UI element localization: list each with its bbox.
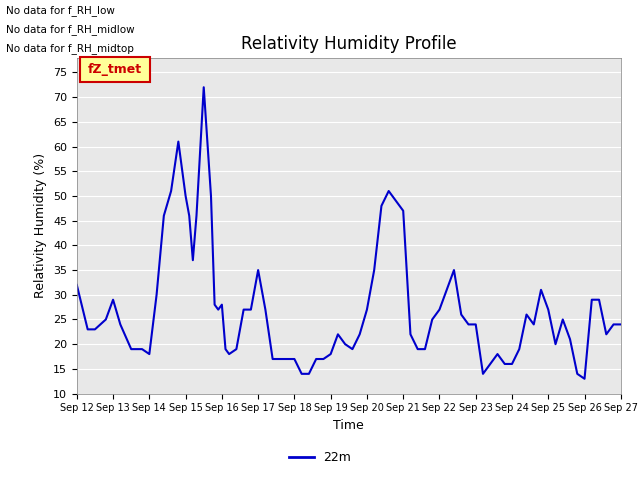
Title: Relativity Humidity Profile: Relativity Humidity Profile	[241, 35, 456, 53]
Text: No data for f_RH_midlow: No data for f_RH_midlow	[6, 24, 135, 35]
Text: No data for f_RH_low: No data for f_RH_low	[6, 5, 115, 16]
Text: fZ_tmet: fZ_tmet	[88, 62, 142, 76]
Legend: 22m: 22m	[284, 446, 356, 469]
Text: No data for f_RH_midtop: No data for f_RH_midtop	[6, 43, 134, 54]
X-axis label: Time: Time	[333, 419, 364, 432]
Y-axis label: Relativity Humidity (%): Relativity Humidity (%)	[35, 153, 47, 298]
